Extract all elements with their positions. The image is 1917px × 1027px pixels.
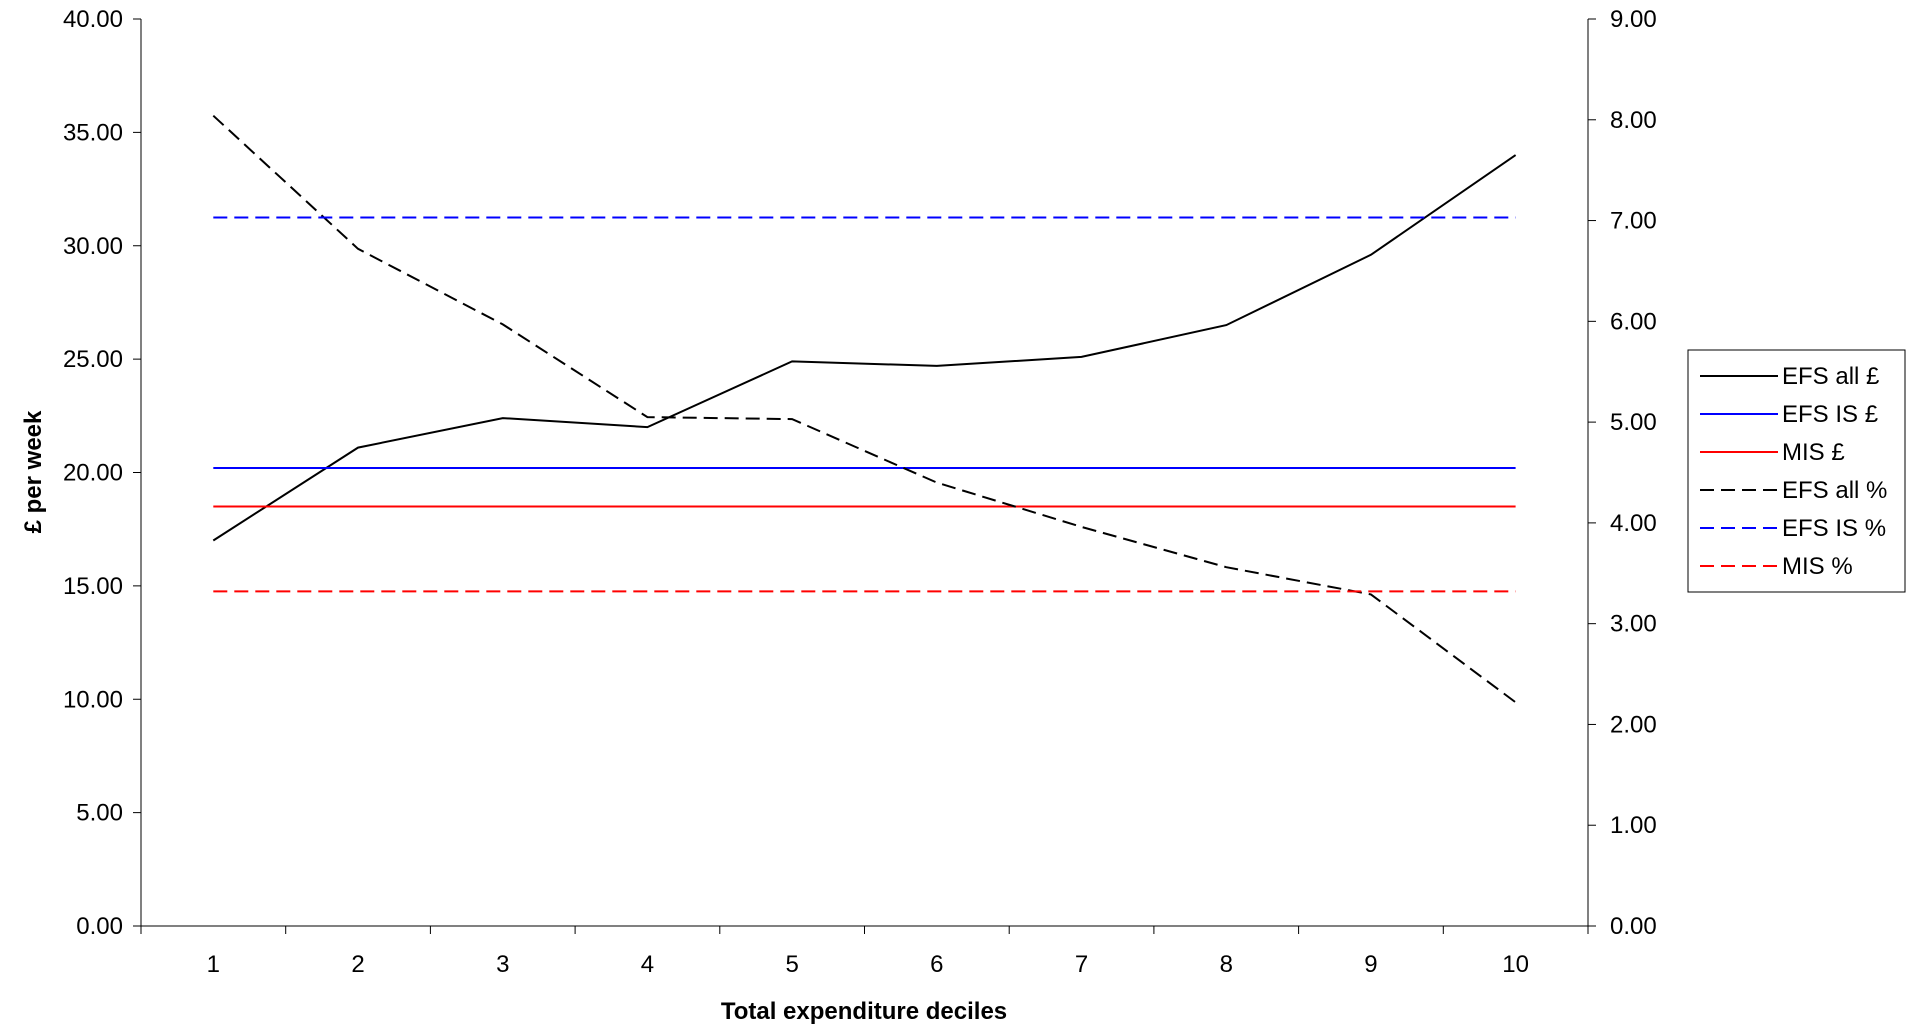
left-tick-label: 5.00 [76, 800, 123, 827]
left-tick-label: 10.00 [63, 686, 123, 713]
right-tick-label: 3.00 [1610, 611, 1657, 638]
legend-box [1687, 349, 1906, 593]
right-tick-label: 4.00 [1610, 510, 1657, 537]
x-tick-label: 4 [641, 951, 654, 978]
x-tick-label: 2 [351, 951, 364, 978]
right-tick-label: 0.00 [1610, 913, 1657, 940]
right-tick-label: 8.00 [1610, 107, 1657, 134]
legend-label: EFS IS £ [1782, 401, 1878, 428]
right-tick-label: 7.00 [1610, 208, 1657, 235]
series-group [212, 114, 1517, 704]
x-axis-title: Total expenditure deciles [721, 998, 1007, 1025]
right-tick-label: 9.00 [1610, 6, 1657, 33]
legend-label: MIS £ [1782, 439, 1845, 466]
left-tick-label: 35.00 [63, 119, 123, 146]
x-tick-label: 10 [1502, 951, 1529, 978]
series-line-4 [212, 114, 1517, 704]
x-tick-label: 1 [207, 951, 220, 978]
x-tick-label: 7 [1075, 951, 1088, 978]
right-y-ticks: 0.00 1.00 2.00 3.00 4.00 5.00 6.00 7.00 8.00 9.00 [1588, 6, 1657, 940]
legend-label: EFS all £ [1782, 363, 1879, 390]
right-tick-label: 5.00 [1610, 409, 1657, 436]
plot-area: 0.005.0010.0015.0020.0025.0030.0035.0040… [63, 6, 1657, 978]
x-tick-label: 6 [930, 951, 943, 978]
legend: EFS all £ EFS IS £ MIS £ EFS all % EFS IS % M… [1687, 349, 1906, 593]
left-tick-label: 25.00 [63, 346, 123, 373]
y-axis-title: £ per week [20, 410, 47, 533]
legend-label: EFS IS % [1782, 515, 1886, 542]
left-tick-label: 30.00 [63, 233, 123, 260]
x-tick-label: 9 [1364, 951, 1377, 978]
legend-label: MIS % [1782, 553, 1853, 580]
legend-items: EFS all £ EFS IS £ MIS £ EFS all % EFS IS % M… [1700, 363, 1887, 580]
left-tick-label: 0.00 [76, 913, 123, 940]
left-tick-label: 15.00 [63, 573, 123, 600]
x-ticks: 1 2 3 4 5 6 7 8 9 10 [140, 926, 1589, 978]
right-tick-label: 2.00 [1610, 711, 1657, 738]
right-tick-label: 1.00 [1610, 812, 1657, 839]
left-tick-label: 40.00 [63, 6, 123, 33]
left-tick-label: 20.00 [63, 460, 123, 487]
x-tick-label: 8 [1220, 951, 1233, 978]
left-y-ticks: 0.00 5.00 10.00 15.00 20.00 25.00 30.00 35.00 40… [63, 6, 141, 940]
x-tick-label: 3 [496, 951, 509, 978]
legend-label: EFS all % [1782, 477, 1887, 504]
right-tick-label: 6.00 [1610, 308, 1657, 335]
series-line-1 [212, 154, 1517, 542]
x-tick-label: 5 [785, 951, 798, 978]
